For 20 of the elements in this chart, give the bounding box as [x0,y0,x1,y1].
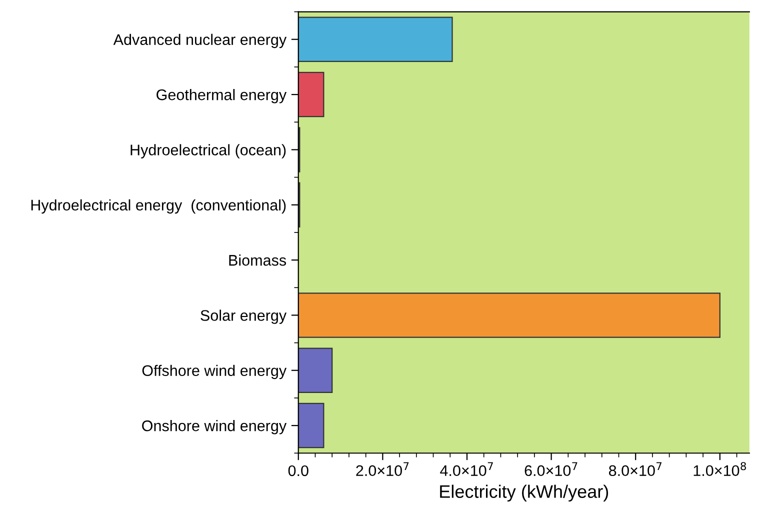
bar [298,292,720,338]
x-tick-label: 4.0×10$^{7}$ [440,462,493,476]
bar [298,72,324,118]
y-tick-label: Onshore wind energy [142,420,287,434]
y-tick-label: Hydroelectrical energy (conventional) [31,199,286,214]
y-tick-label: Geothermal energy [156,88,287,104]
x-tick-label: 1.0×10$^{8}$ [694,462,746,476]
y-tick-label: Hydroelectrical (ocean) [130,144,286,158]
x-tick-label: 8.0×10$^{7}$ [608,462,662,476]
bar [298,348,333,393]
x-tick-label: 0.0 [288,465,308,476]
x-tick-label: 2.0×10$^{7}$ [356,462,409,476]
y-tick-label: Offshore wind energy [142,364,287,380]
y-tick-label: Biomass [229,254,286,266]
y-tick-label: Solar energy [200,310,287,324]
y-tick-label: Advanced nuclear energy [113,34,287,48]
bar [298,16,453,62]
x-axis-title: Electricity (kWh/year) [440,484,608,502]
x-tick-label: 6.0×10$^{7}$ [524,462,578,476]
bar [298,402,324,448]
